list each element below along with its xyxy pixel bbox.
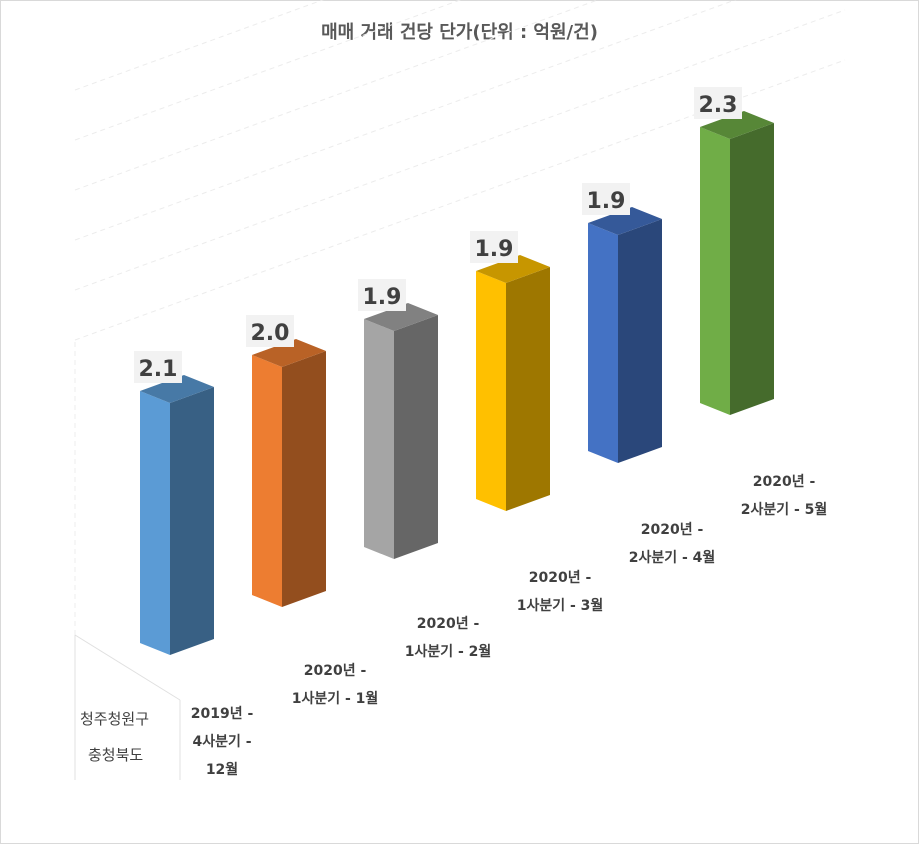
category-label-3: 2020년 - 1사분기 - 3월 [517, 570, 604, 614]
value-label-4: 1.9 [582, 183, 630, 215]
row-label-1: 충청북도 [88, 746, 144, 764]
svg-text:2020년 -: 2020년 - [417, 616, 480, 632]
category-labels-group: 2019년 - 4사분기 - 12월 2020년 - 1사분기 - 1월 2020년 - 1… [191, 474, 828, 778]
svg-text:1사분기 - 2월: 1사분기 - 2월 [405, 643, 492, 660]
value-label-2: 1.9 [358, 279, 406, 311]
value-label-3: 1.9 [470, 231, 518, 263]
chart-title: 매매 거래 건당 단가(단위 : 억원/건) [321, 22, 598, 43]
bar-3 [476, 255, 550, 511]
svg-text:2.1: 2.1 [139, 357, 178, 382]
svg-text:1사분기 - 3월: 1사분기 - 3월 [517, 597, 604, 614]
row-label-0: 청주청원구 [80, 710, 150, 728]
svg-text:2020년 -: 2020년 - [529, 570, 592, 586]
svg-text:2사분기 - 5월: 2사분기 - 5월 [741, 501, 828, 518]
value-label-0: 2.1 [134, 351, 182, 383]
category-label-2: 2020년 - 1사분기 - 2월 [405, 616, 492, 660]
gridlines [74, 0, 846, 780]
svg-text:12월: 12월 [206, 761, 238, 778]
bar-4 [588, 207, 662, 463]
svg-text:2020년 -: 2020년 - [641, 522, 704, 538]
bar-1 [252, 339, 326, 607]
bar-5 [700, 111, 774, 415]
svg-text:2.3: 2.3 [699, 93, 738, 118]
value-label-5: 2.3 [694, 87, 742, 119]
svg-text:1.9: 1.9 [587, 189, 626, 214]
svg-text:1.9: 1.9 [475, 237, 514, 262]
svg-text:2.0: 2.0 [251, 321, 290, 346]
value-labels-group: 2.1 2.0 1.9 1.9 1.9 2.3 [134, 87, 742, 383]
bar-0 [140, 375, 214, 655]
svg-text:1사분기 - 1월: 1사분기 - 1월 [292, 690, 379, 707]
svg-text:2사분기 - 4월: 2사분기 - 4월 [629, 549, 716, 566]
category-label-0: 2019년 - 4사분기 - 12월 [191, 706, 254, 778]
svg-text:2019년 -: 2019년 - [191, 706, 254, 722]
category-label-1: 2020년 - 1사분기 - 1월 [292, 663, 379, 707]
bars-group [140, 111, 774, 655]
svg-text:2020년 -: 2020년 - [753, 474, 816, 490]
value-label-1: 2.0 [246, 315, 294, 347]
svg-text:4사분기 -: 4사분기 - [192, 734, 251, 750]
svg-text:1.9: 1.9 [363, 285, 402, 310]
svg-text:2020년 -: 2020년 - [304, 663, 367, 679]
category-label-4: 2020년 - 2사분기 - 4월 [629, 522, 716, 566]
bar-2 [364, 303, 438, 559]
category-label-5: 2020년 - 2사분기 - 5월 [741, 474, 828, 518]
